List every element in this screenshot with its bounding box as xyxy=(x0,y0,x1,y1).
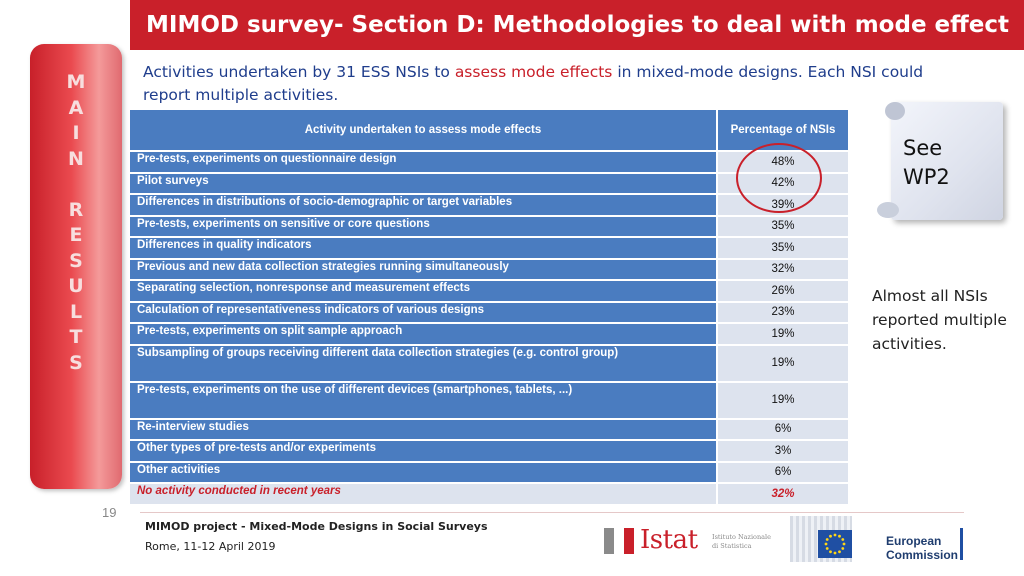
activity-cell: Differences in distributions of socio-de… xyxy=(130,195,716,215)
table-row: Subsampling of groups receiving differen… xyxy=(130,345,848,381)
table-row: Calculation of representativeness indica… xyxy=(130,302,848,322)
table-row: Re-interview studies 6% xyxy=(130,419,848,439)
activity-cell: Previous and new data collection strateg… xyxy=(130,259,716,279)
ec-line1: European xyxy=(886,534,942,548)
activity-cell: No activity conducted in recent years xyxy=(130,484,716,504)
activity-cell: Subsampling of groups receiving differen… xyxy=(130,345,716,381)
table-body: Pre-tests, experiments on questionnaire … xyxy=(130,152,848,504)
table-row: Pre-tests, experiments on the use of dif… xyxy=(130,382,848,418)
percentage-cell: 26% xyxy=(716,281,848,301)
footer-date: Rome, 11-12 April 2019 xyxy=(145,540,276,553)
istat-sub-line1: Istituto Nazionale xyxy=(712,533,771,541)
table-row: Pre-tests, experiments on split sample a… xyxy=(130,324,848,344)
percentage-cell: 6% xyxy=(716,419,848,439)
activity-cell: Other activities xyxy=(130,462,716,482)
callout-line1: See xyxy=(903,136,943,160)
activity-cell: Separating selection, nonresponse and me… xyxy=(130,281,716,301)
table-row: Other types of pre-tests and/or experime… xyxy=(130,441,848,461)
subtitle-highlight: assess mode effects xyxy=(454,63,613,81)
percentage-cell: 3% xyxy=(716,441,848,461)
banner-letter: A xyxy=(68,96,84,119)
percentage-cell: 35% xyxy=(716,216,848,236)
percentage-cell: 32% xyxy=(716,259,848,279)
ec-line2: Commission xyxy=(886,548,959,562)
activity-cell: Calculation of representativeness indica… xyxy=(130,302,716,322)
istat-subtitle: Istituto Nazionale di Statistica xyxy=(712,533,772,551)
banner-letter: N xyxy=(68,147,84,170)
banner-letter: E xyxy=(69,224,83,246)
side-note: Almost all NSIs reported multiple activi… xyxy=(872,287,1007,353)
page-number: 19 xyxy=(102,505,117,520)
istat-flag-icon xyxy=(604,528,634,554)
percentage-cell: 19% xyxy=(716,382,848,418)
scroll-curl-top xyxy=(885,102,905,120)
table-row: Other activities 6% xyxy=(130,462,848,482)
percentage-cell: 35% xyxy=(716,238,848,258)
callout-label: See WP2 xyxy=(903,134,993,192)
eu-flag-icon xyxy=(818,530,852,558)
header-activity: Activity undertaken to assess mode effec… xyxy=(130,110,716,150)
table-row: No activity conducted in recent years 32% xyxy=(130,484,848,504)
istat-name: Istat xyxy=(640,525,698,555)
table-row: Previous and new data collection strateg… xyxy=(130,259,848,279)
table-row: Differences in quality indicators 35% xyxy=(130,238,848,258)
percentage-cell: 23% xyxy=(716,302,848,322)
footer-project: MIMOD project - Mixed-Mode Designs in So… xyxy=(145,520,488,533)
banner-letter: L xyxy=(69,300,83,323)
banner-letter: I xyxy=(72,122,80,144)
activities-table: Activity undertaken to assess mode effec… xyxy=(130,108,848,506)
activity-cell: Pre-tests, experiments on split sample a… xyxy=(130,324,716,344)
subtitle-part2: in mixed-mode designs. Each NSI could re… xyxy=(143,63,924,104)
slide-subtitle: Activities undertaken by 31 ESS NSIs to … xyxy=(143,61,973,107)
activity-cell: Differences in quality indicators xyxy=(130,238,716,258)
scroll-paper xyxy=(891,102,1003,220)
banner-letter: T xyxy=(69,326,83,348)
banner-gap xyxy=(30,172,122,198)
slide-title: MIMOD survey- Section D: Methodologies t… xyxy=(130,0,1024,50)
table-row: Separating selection, nonresponse and me… xyxy=(130,281,848,301)
activity-cell: Pre-tests, experiments on the use of dif… xyxy=(130,382,716,418)
activity-cell: Pre-tests, experiments on sensitive or c… xyxy=(130,216,716,236)
banner-letter: R xyxy=(68,198,84,221)
table-row: Differences in distributions of socio-de… xyxy=(130,195,848,215)
activity-cell: Other types of pre-tests and/or experime… xyxy=(130,441,716,461)
ec-text: European Commission xyxy=(886,534,958,562)
activity-cell: Pilot surveys xyxy=(130,173,716,193)
banner-letter: S xyxy=(69,351,83,374)
istat-logo: Istat Istituto Nazionale di Statistica xyxy=(604,524,774,558)
callout-line2: WP2 xyxy=(903,165,950,189)
subtitle-part1: Activities undertaken by 31 ESS NSIs to xyxy=(143,63,455,81)
activity-cell: Pre-tests, experiments on questionnaire … xyxy=(130,152,716,172)
footer-divider xyxy=(140,512,964,513)
highlight-circle xyxy=(736,143,822,213)
ec-accent-bar xyxy=(960,528,963,560)
istat-sub-line2: di Statistica xyxy=(712,542,752,550)
banner-letter: M xyxy=(66,71,86,93)
percentage-cell: 19% xyxy=(716,324,848,344)
banner-letter: S xyxy=(69,249,83,272)
table-row: Pre-tests, experiments on sensitive or c… xyxy=(130,216,848,236)
activity-cell: Re-interview studies xyxy=(130,419,716,439)
see-wp2-callout: See WP2 xyxy=(877,102,1022,222)
table-header-row: Activity undertaken to assess mode effec… xyxy=(130,110,848,150)
percentage-cell: 19% xyxy=(716,345,848,381)
banner-letter: U xyxy=(68,275,84,297)
scroll-curl-bottom xyxy=(877,202,899,218)
european-commission-logo: European Commission xyxy=(790,516,970,566)
percentage-cell: 32% xyxy=(716,484,848,504)
percentage-cell: 6% xyxy=(716,462,848,482)
